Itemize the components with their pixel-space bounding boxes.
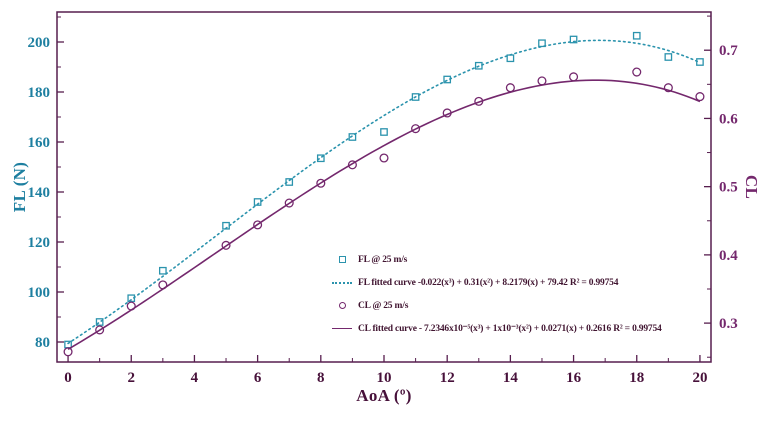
data-point bbox=[348, 133, 357, 141]
data-point bbox=[64, 340, 72, 349]
square-legend-swatch bbox=[331, 256, 353, 263]
square-swatch-mark bbox=[338, 256, 346, 263]
data-point bbox=[538, 39, 546, 48]
svg-text:16: 16 bbox=[566, 370, 582, 386]
svg-text:0.3: 0.3 bbox=[719, 316, 738, 332]
legend-label: CL @ 25 m/s bbox=[358, 300, 409, 311]
circle-swatch-mark bbox=[338, 302, 346, 309]
data-point bbox=[569, 35, 578, 44]
fl-fit bbox=[67, 39, 701, 345]
data-point bbox=[95, 325, 105, 335]
data-point bbox=[158, 266, 167, 275]
legend-item: CL @ 25 m/s bbox=[331, 294, 662, 317]
data-point bbox=[632, 67, 642, 77]
data-point bbox=[537, 76, 547, 86]
data-point bbox=[663, 83, 673, 93]
svg-text:0: 0 bbox=[64, 370, 72, 386]
svg-text:160: 160 bbox=[28, 135, 51, 151]
circle-legend-swatch bbox=[331, 302, 353, 309]
chart-legend: FL @ 25 m/s FL fitted curve -0.022(x³) + … bbox=[331, 248, 662, 340]
legend-item: FL @ 25 m/s bbox=[331, 248, 662, 271]
data-point bbox=[253, 198, 262, 206]
data-point bbox=[569, 72, 579, 82]
data-point bbox=[505, 83, 515, 93]
data-point bbox=[696, 58, 704, 66]
data-point bbox=[379, 153, 389, 163]
data-point bbox=[284, 198, 294, 208]
data-point bbox=[253, 220, 263, 230]
legend-label: CL fitted curve - 7.2346x10⁻⁵(x³) + 1x10… bbox=[358, 324, 662, 334]
svg-text:180: 180 bbox=[28, 85, 51, 101]
svg-text:0.6: 0.6 bbox=[719, 111, 738, 127]
svg-text:100: 100 bbox=[28, 285, 51, 301]
data-point bbox=[411, 124, 421, 134]
data-point bbox=[316, 154, 325, 163]
svg-text:18: 18 bbox=[629, 370, 644, 386]
right-axis-title: CL bbox=[742, 174, 761, 200]
x-axis-title: AoA (º) bbox=[356, 386, 412, 405]
right-axis: 0.3 0.4 0.5 0.6 0.7 bbox=[704, 15, 738, 358]
data-point bbox=[664, 53, 673, 61]
svg-text:8: 8 bbox=[317, 370, 325, 386]
data-point bbox=[221, 240, 231, 250]
svg-text:0.5: 0.5 bbox=[719, 180, 738, 196]
legend-label: FL @ 25 m/s bbox=[358, 254, 408, 265]
data-point bbox=[63, 347, 73, 357]
data-point bbox=[506, 54, 515, 63]
svg-text:6: 6 bbox=[254, 370, 262, 386]
data-point bbox=[695, 92, 705, 102]
dotted-line-swatch-mark bbox=[332, 281, 352, 284]
data-point bbox=[632, 31, 641, 40]
data-point bbox=[95, 318, 104, 326]
legend-item: FL fitted curve -0.022(x³) + 0.31(x²) + … bbox=[331, 271, 662, 294]
dotted-line-legend-swatch bbox=[331, 281, 353, 284]
svg-text:4: 4 bbox=[191, 370, 199, 386]
solid-line-swatch-mark bbox=[332, 328, 352, 329]
data-point bbox=[347, 160, 357, 170]
svg-text:200: 200 bbox=[28, 35, 51, 51]
data-point bbox=[316, 178, 326, 188]
cl-fit bbox=[67, 79, 701, 350]
svg-text:14: 14 bbox=[503, 370, 519, 386]
data-point bbox=[380, 128, 388, 136]
svg-text:0.4: 0.4 bbox=[719, 248, 738, 264]
x-axis: 0 2 4 6 8 10 12 14 16 18 20 bbox=[64, 355, 707, 386]
svg-text:10: 10 bbox=[377, 370, 392, 386]
left-axis: 80 100 120 140 160 180 200 bbox=[28, 16, 64, 351]
legend-item: CL fitted curve - 7.2346x10⁻⁵(x³) + 1x10… bbox=[331, 317, 662, 340]
solid-line-legend-swatch bbox=[331, 328, 353, 329]
svg-text:12: 12 bbox=[440, 370, 455, 386]
data-point bbox=[411, 93, 420, 101]
svg-text:20: 20 bbox=[692, 370, 707, 386]
legend-label: FL fitted curve -0.022(x³) + 0.31(x²) + … bbox=[358, 277, 619, 288]
left-axis-title: FL (N) bbox=[10, 161, 29, 213]
svg-text:80: 80 bbox=[35, 335, 50, 351]
svg-text:0.7: 0.7 bbox=[719, 43, 738, 59]
svg-text:120: 120 bbox=[28, 235, 51, 251]
svg-text:2: 2 bbox=[127, 370, 135, 386]
svg-text:140: 140 bbox=[28, 185, 51, 201]
